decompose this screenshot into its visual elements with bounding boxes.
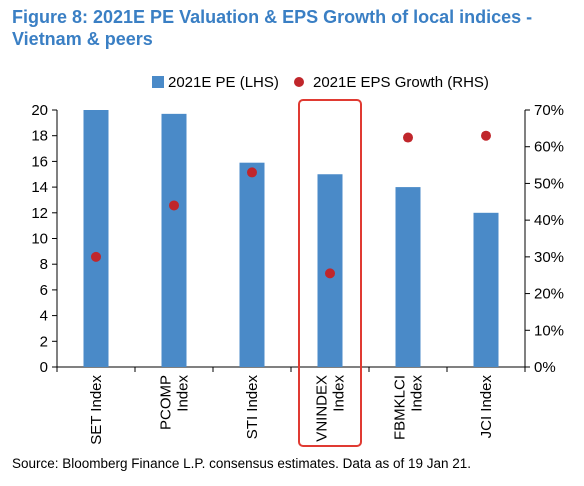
chart-title: Figure 8: 2021E PE Valuation & EPS Growt… xyxy=(12,7,533,49)
legend-swatch-eps xyxy=(294,77,304,87)
pe-bar xyxy=(161,113,187,367)
eps-dot xyxy=(91,251,101,262)
right-tick-label: 40% xyxy=(534,212,564,229)
category-label: VNINDEX xyxy=(314,375,331,442)
pe-bar xyxy=(239,162,265,367)
left-tick-label: 18 xyxy=(31,128,48,145)
category-label: JCI Index xyxy=(478,375,495,439)
category-label: PCOMP xyxy=(158,375,175,430)
left-tick-label: 16 xyxy=(31,153,48,170)
eps-dots xyxy=(91,130,491,279)
eps-dot xyxy=(403,132,413,143)
left-tick-label: 12 xyxy=(31,205,48,222)
highlight-box xyxy=(298,99,362,447)
left-tick-label: 0 xyxy=(40,359,48,376)
axes: 0 2 4 6 8 10 12 14 16 18 20 0% 10% 20% 30% 40% 50% 60% 70% xyxy=(31,102,564,376)
right-tick-label: 20% xyxy=(534,286,564,303)
left-tick-label: 8 xyxy=(40,256,48,273)
left-tick-label: 2 xyxy=(40,333,48,350)
right-tick-label: 70% xyxy=(534,102,564,119)
left-tick-label: 14 xyxy=(31,179,48,196)
pe-bar xyxy=(473,212,499,367)
left-tick-label: 10 xyxy=(31,231,48,248)
bars xyxy=(83,110,499,367)
category-label: FBMKLCI xyxy=(392,375,409,440)
category-label: SET Index xyxy=(88,375,105,445)
category-labels: SET Index PCOMP Index STI Index VNINDEX Index… xyxy=(88,375,495,445)
legend-swatch-pe xyxy=(152,76,164,88)
eps-dot xyxy=(169,200,179,211)
source-note: Source: Bloomberg Finance L.P. consensus… xyxy=(12,456,472,471)
eps-dot xyxy=(325,268,335,279)
right-tick-label: 0% xyxy=(534,359,556,376)
left-tick-label: 20 xyxy=(31,102,48,119)
pe-bar xyxy=(395,187,421,367)
category-label: Index xyxy=(331,375,348,412)
category-label: Index xyxy=(175,375,192,412)
legend: 2021E PE (LHS) 2021E EPS Growth (RHS) xyxy=(152,74,489,91)
legend-label-pe: 2021E PE (LHS) xyxy=(168,74,279,91)
left-tick-label: 4 xyxy=(40,308,48,325)
right-tick-label: 50% xyxy=(534,175,564,192)
category-label: STI Index xyxy=(244,375,261,440)
category-label: Index xyxy=(409,375,426,412)
eps-dot xyxy=(481,130,491,141)
right-tick-label: 30% xyxy=(534,249,564,266)
right-tick-label: 60% xyxy=(534,139,564,156)
left-tick-label: 6 xyxy=(40,282,48,299)
right-tick-label: 10% xyxy=(534,322,564,339)
eps-dot xyxy=(247,167,257,178)
legend-label-eps: 2021E EPS Growth (RHS) xyxy=(313,74,489,91)
pe-bar xyxy=(83,110,109,367)
